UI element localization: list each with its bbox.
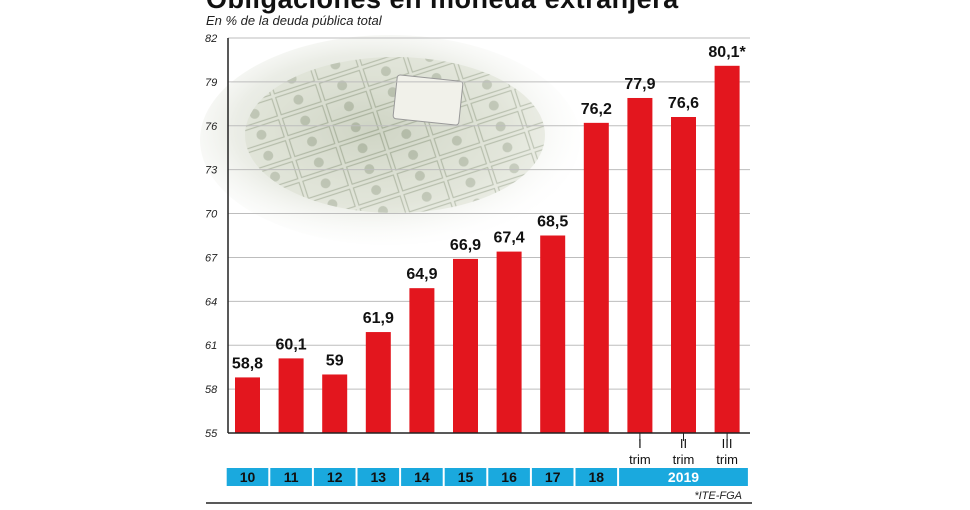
year-band-cell xyxy=(401,468,443,486)
y-tick-label: 73 xyxy=(205,165,218,177)
chart-title: Obligaciones en moneda extranjera xyxy=(206,0,679,15)
quarter-label: III xyxy=(722,436,733,451)
source-note: *ITE-FGA xyxy=(694,490,742,502)
bar xyxy=(671,117,696,433)
quarter-label: trim xyxy=(629,452,651,467)
bar-value-label: 64,9 xyxy=(406,266,437,283)
quarter-label: trim xyxy=(673,452,695,467)
year-band-cell xyxy=(270,468,312,486)
year-label: 17 xyxy=(545,469,561,485)
bar xyxy=(278,358,304,433)
year-band-cell xyxy=(488,468,530,486)
year-band-cell xyxy=(226,468,269,486)
year-band-cell xyxy=(619,468,748,486)
bar xyxy=(235,377,260,433)
chart-subtitle: En % de la deuda pública total xyxy=(206,13,382,28)
year-band-cell xyxy=(575,468,618,486)
bar-value-label: 76,2 xyxy=(581,101,612,118)
bar-value-label: 61,9 xyxy=(363,310,394,327)
bar-value-label: 66,9 xyxy=(450,237,481,254)
bar-value-label: 76,6 xyxy=(668,95,699,112)
year-label: 13 xyxy=(371,469,387,485)
bar xyxy=(540,235,566,433)
quarter-label: II xyxy=(680,436,687,451)
y-tick-label: 64 xyxy=(205,296,217,308)
year-label: 2019 xyxy=(668,469,699,485)
y-tick-label: 67 xyxy=(205,252,218,264)
bar xyxy=(496,251,522,433)
y-tick-label: 76 xyxy=(205,121,218,133)
y-tick-label: 79 xyxy=(205,77,217,89)
year-label: 18 xyxy=(589,469,605,485)
year-label: 10 xyxy=(240,469,256,485)
bar xyxy=(409,288,435,433)
year-band-cell xyxy=(313,468,356,486)
year-band-cell xyxy=(444,468,487,486)
bar-value-label: 77,9 xyxy=(624,76,655,93)
bar xyxy=(627,97,653,434)
quarter-label: I xyxy=(638,436,642,451)
bar xyxy=(365,332,391,433)
year-label: 15 xyxy=(458,469,474,485)
bar-value-label: 80,1* xyxy=(708,44,746,61)
bar xyxy=(583,122,609,433)
bar-value-label: 59 xyxy=(326,352,344,369)
bar-value-label: 58,8 xyxy=(232,355,263,372)
bar xyxy=(322,374,348,433)
y-tick-label: 55 xyxy=(205,428,218,440)
money-illustration xyxy=(200,35,580,245)
y-tick-label: 70 xyxy=(205,209,218,221)
y-tick-label: 58 xyxy=(205,384,218,396)
bar xyxy=(453,258,478,433)
year-label: 11 xyxy=(284,469,299,485)
bar xyxy=(714,65,740,433)
year-label: 12 xyxy=(327,469,343,485)
year-label: 14 xyxy=(414,469,430,485)
bar-value-label: 68,5 xyxy=(537,214,568,231)
year-band-cell xyxy=(357,468,400,486)
year-band-cell xyxy=(531,468,574,486)
year-label: 16 xyxy=(501,469,517,485)
bar-value-label: 60,1 xyxy=(276,336,307,353)
y-tick-label: 61 xyxy=(205,340,217,352)
y-tick-label: 82 xyxy=(205,33,217,45)
quarter-label: trim xyxy=(716,452,738,467)
bar-value-label: 67,4 xyxy=(494,230,525,247)
